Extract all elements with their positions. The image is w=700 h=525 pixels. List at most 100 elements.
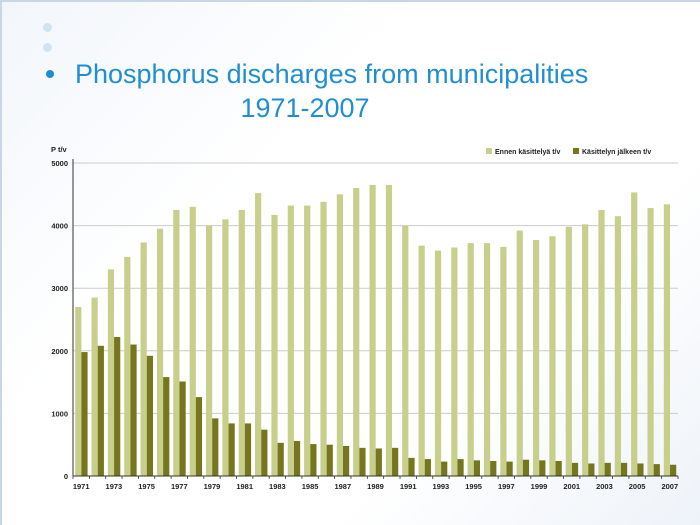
bar-after-1998	[522, 459, 530, 476]
bar-before-1976	[156, 228, 164, 476]
bar-after-1990	[392, 447, 399, 476]
bar-before-1988	[353, 188, 360, 477]
bar-after-2007	[670, 464, 677, 476]
x-tick-label: 1983	[269, 482, 286, 491]
bar-before-1977	[173, 209, 180, 476]
bar-after-1984	[293, 440, 301, 476]
bar-after-1976	[163, 377, 170, 476]
bar-before-2004	[614, 216, 621, 476]
bar-after-1983	[277, 442, 284, 476]
x-tick-label: 1991	[400, 482, 417, 491]
x-tick-label: 1999	[531, 482, 548, 491]
bar-before-1982	[255, 193, 262, 476]
legend-label-0: Ennen käsittelyä t/v	[495, 149, 560, 156]
bar-before-2001	[565, 226, 572, 476]
x-tick-label: 1985	[302, 482, 319, 491]
slide-frame-top	[0, 0, 700, 2]
bar-before-1972	[91, 297, 98, 476]
bar-after-2000	[555, 460, 562, 476]
bullet-main	[46, 70, 54, 78]
bar-after-1996	[490, 460, 497, 476]
x-tick-label: 2005	[629, 482, 646, 491]
bar-after-1979	[212, 418, 219, 476]
bar-after-1987	[342, 445, 350, 476]
bar-after-1978	[195, 397, 203, 476]
bar-after-1997	[506, 461, 513, 476]
x-tick-label: 1971	[73, 482, 90, 491]
bar-before-1994	[451, 247, 458, 476]
x-tick-label: 2003	[596, 482, 613, 491]
x-tick-label: 2001	[563, 482, 580, 491]
bar-before-1989	[369, 184, 376, 476]
x-tick-label: 2007	[661, 482, 678, 491]
x-tick-label: 1977	[171, 482, 188, 491]
y-tick-label: 3000	[51, 284, 68, 293]
x-tick-label: 1973	[106, 482, 123, 491]
bar-after-1974	[130, 344, 137, 476]
bar-after-2005	[637, 463, 644, 476]
x-tick-label: 1979	[204, 482, 221, 491]
bar-before-2006	[647, 208, 654, 476]
bar-after-2006	[653, 464, 660, 476]
bar-after-1975	[146, 355, 153, 476]
bar-after-1999	[539, 460, 546, 476]
bar-before-1974	[124, 256, 131, 476]
bar-before-1986	[320, 201, 327, 476]
chart-legend: Ennen käsittelyä t/v Käsittelyn jälkeen t…	[486, 148, 651, 156]
bar-before-1981	[238, 209, 245, 476]
bar-after-1972	[97, 345, 104, 476]
bar-before-1993	[434, 250, 442, 476]
bar-before-1998	[516, 230, 523, 476]
bar-before-1983	[271, 214, 278, 476]
bullet-faint-1	[43, 23, 52, 32]
bullet-faint-2	[43, 43, 52, 52]
bar-after-1982	[261, 429, 268, 476]
y-tick-label: 0	[64, 472, 68, 481]
bar-before-1995	[467, 243, 474, 476]
bar-before-2005	[631, 192, 638, 476]
bar-after-2003	[604, 462, 611, 476]
bar-after-1985	[310, 444, 317, 476]
x-tick-label: 1981	[236, 482, 253, 491]
legend-label-1: Käsittelyn jälkeen t/v	[582, 149, 651, 156]
bar-after-1989	[375, 448, 382, 476]
x-tick-label: 1995	[465, 482, 482, 491]
y-tick-label: 5000	[51, 159, 68, 168]
chart-axes	[72, 159, 679, 479]
slide-frame-left	[0, 0, 2, 525]
bar-before-1973	[107, 269, 115, 476]
bar-before-2003	[598, 209, 605, 476]
bar-after-1988	[359, 447, 366, 476]
bar-after-1991	[408, 457, 415, 476]
bar-after-1977	[179, 381, 186, 476]
bar-before-1992	[418, 245, 425, 476]
bar-after-1992	[424, 459, 431, 476]
bar-before-1979	[205, 225, 213, 476]
bar-before-2007	[663, 204, 671, 477]
bar-before-1975	[140, 242, 147, 476]
x-tick-label: 1993	[433, 482, 450, 491]
chart-labels: 0 1000 2000 3000 4000 5000 P t/v 1971 1973 1975 19…	[51, 145, 678, 491]
bar-before-1984	[287, 205, 294, 476]
bar-after-1995	[473, 460, 481, 476]
bar-before-1978	[189, 206, 196, 476]
x-tick-label: 1975	[138, 482, 155, 491]
legend-swatch-1	[573, 148, 579, 154]
bar-before-1971	[75, 306, 82, 476]
y-axis-label: P t/v	[51, 145, 68, 154]
x-tick-label: 1997	[498, 482, 515, 491]
slide-title-line1: Phosphorus discharges from municipalitie…	[75, 59, 589, 89]
bar-before-1987	[336, 194, 343, 477]
bar-after-1980	[228, 423, 235, 476]
y-tick-label: 2000	[51, 347, 68, 356]
x-tick-label: 1989	[367, 482, 384, 491]
bar-before-1991	[402, 225, 409, 476]
bar-after-1981	[244, 423, 252, 476]
legend-swatch-0	[486, 148, 492, 154]
bar-after-2001	[571, 462, 579, 476]
bar-before-2000	[549, 236, 556, 476]
bar-before-1997	[500, 246, 507, 476]
bar-after-1973	[114, 337, 121, 476]
bar-after-1993	[441, 461, 448, 476]
